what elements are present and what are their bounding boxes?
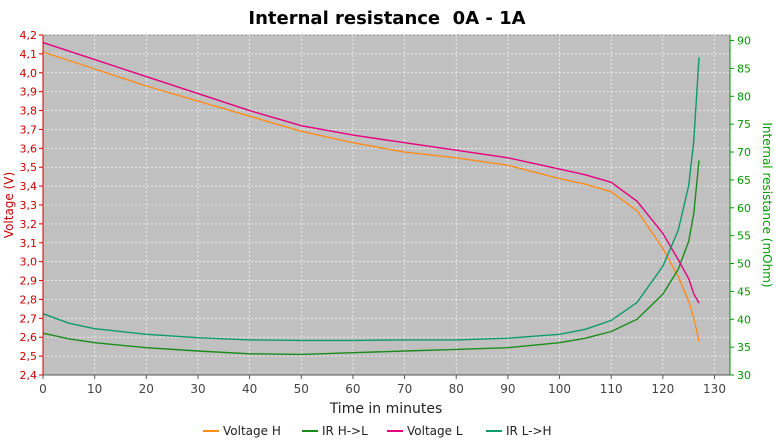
chart-title: Internal resistance 0A - 1A — [248, 8, 525, 29]
y-right-tick-label: 55 — [737, 230, 751, 243]
y-right-tick-label: 45 — [737, 285, 751, 298]
y-left-tick-label: 2,5 — [20, 350, 38, 363]
y-right-tick-label: 35 — [737, 341, 751, 354]
y-right-tick-label: 60 — [737, 202, 751, 215]
y-right-tick-label: 90 — [737, 35, 751, 48]
y-left-tick-label: 4,2 — [20, 29, 38, 42]
series-line-3 — [42, 57, 700, 342]
x-tick-label: 100 — [548, 382, 571, 396]
y-left-tick-label: 3,1 — [20, 237, 38, 250]
y-right-tick-label: 40 — [737, 313, 751, 326]
y-axis-right-title: Internal resistance (mOhm) — [760, 122, 774, 287]
y-left-tick-label: 3,6 — [20, 142, 38, 155]
y-right-tick-label: 85 — [737, 62, 751, 75]
y-right-tick-label: 65 — [737, 174, 751, 187]
legend: Voltage H IR H->L Voltage L IR L->H — [203, 424, 552, 438]
y-axis-left: 2,4 2,5 2,6 2,7 2,8 2,9 3,0 3,1 3,2 3,3 3,4 3,5 3,6 3… — [20, 29, 44, 382]
x-tick-label: 20 — [139, 382, 154, 396]
legend-label-1: IR H->L — [322, 424, 368, 438]
y-left-tick-label: 2,9 — [20, 275, 38, 288]
series-line-1 — [42, 160, 700, 356]
y-left-tick-label: 4,0 — [20, 67, 38, 80]
x-tick-label: 110 — [600, 382, 623, 396]
series-line-2 — [42, 41, 700, 304]
x-axis-title: Time in minutes — [329, 401, 443, 417]
y-axis-left-title: Voltage (V) — [2, 172, 16, 238]
series-line-0 — [42, 51, 700, 342]
x-tick-label: 40 — [242, 382, 257, 396]
y-left-tick-label: 3,9 — [20, 86, 38, 99]
x-tick-label: 130 — [703, 382, 726, 396]
y-left-tick-label: 3,7 — [20, 123, 38, 136]
y-left-tick-label: 2,4 — [20, 369, 38, 382]
series-layer — [42, 41, 700, 356]
y-left-tick-label: 2,7 — [20, 312, 38, 325]
x-tick-label: 90 — [500, 382, 515, 396]
x-tick-label: 50 — [294, 382, 309, 396]
y-left-tick-label: 3,2 — [20, 218, 38, 231]
x-tick-label: 120 — [651, 382, 674, 396]
y-axis-right: 30 35 40 45 50 55 60 65 70 75 80 85 90 — [729, 35, 751, 382]
y-left-tick-label: 3,3 — [20, 199, 38, 212]
y-right-tick-label: 30 — [737, 369, 751, 382]
y-left-tick-label: 4,1 — [20, 48, 38, 61]
x-axis: 0 10 20 30 40 50 60 70 80 90 100 110 120 130 — [39, 374, 730, 396]
legend-label-0: Voltage H — [223, 424, 281, 438]
x-tick-label: 60 — [345, 382, 360, 396]
x-tick-label: 10 — [87, 382, 102, 396]
y-right-tick-label: 50 — [737, 258, 751, 271]
x-tick-label: 80 — [449, 382, 464, 396]
x-tick-label: 30 — [190, 382, 205, 396]
y-right-tick-label: 75 — [737, 118, 751, 131]
legend-label-3: IR L->H — [506, 424, 552, 438]
y-right-tick-label: 80 — [737, 90, 751, 103]
y-left-tick-label: 3,0 — [20, 256, 38, 269]
y-left-tick-label: 2,6 — [20, 331, 38, 344]
x-tick-label: 70 — [397, 382, 412, 396]
y-left-tick-label: 2,8 — [20, 293, 38, 306]
y-left-tick-label: 3,8 — [20, 105, 38, 118]
y-right-tick-label: 70 — [737, 146, 751, 159]
y-left-tick-label: 3,4 — [20, 180, 38, 193]
legend-label-2: Voltage L — [407, 424, 463, 438]
y-left-tick-label: 3,5 — [20, 161, 38, 174]
x-tick-label: 0 — [39, 382, 47, 396]
